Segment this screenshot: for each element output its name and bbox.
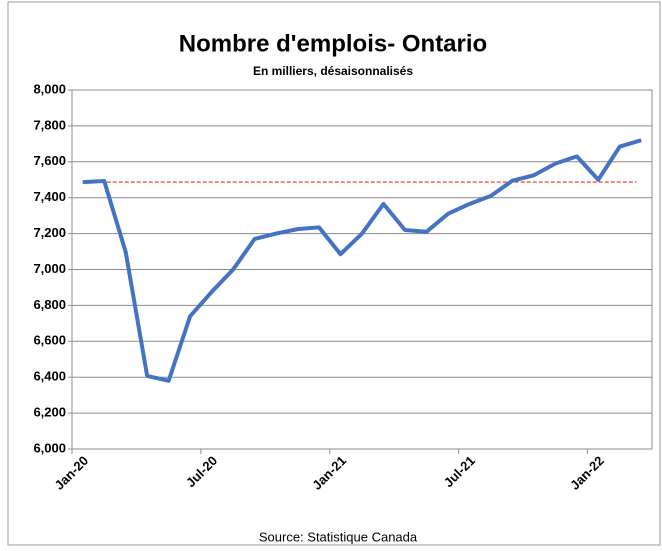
y-tick-label: 7,000 xyxy=(33,261,66,276)
chart-subtitle: En milliers, désaisonnalisés xyxy=(253,64,413,78)
y-tick-label: 6,000 xyxy=(33,440,66,455)
y-tick-label: 7,600 xyxy=(33,153,66,168)
chart-frame xyxy=(7,1,661,546)
y-tick-label: 8,000 xyxy=(33,81,66,96)
data-line xyxy=(82,138,642,383)
y-tick-label: 7,800 xyxy=(33,117,66,132)
y-tick-label: 6,800 xyxy=(33,297,66,312)
y-tick-label: 6,600 xyxy=(33,333,66,348)
y-tick-label: 7,200 xyxy=(33,225,66,240)
y-tick-label: 6,200 xyxy=(33,405,66,420)
source-note: Source: Statistique Canada xyxy=(259,529,418,544)
plot-area xyxy=(71,89,653,450)
chart-title: Nombre d'emplois- Ontario xyxy=(179,30,487,57)
y-tick-label: 7,400 xyxy=(33,189,66,204)
y-tick-label: 6,400 xyxy=(33,369,66,384)
